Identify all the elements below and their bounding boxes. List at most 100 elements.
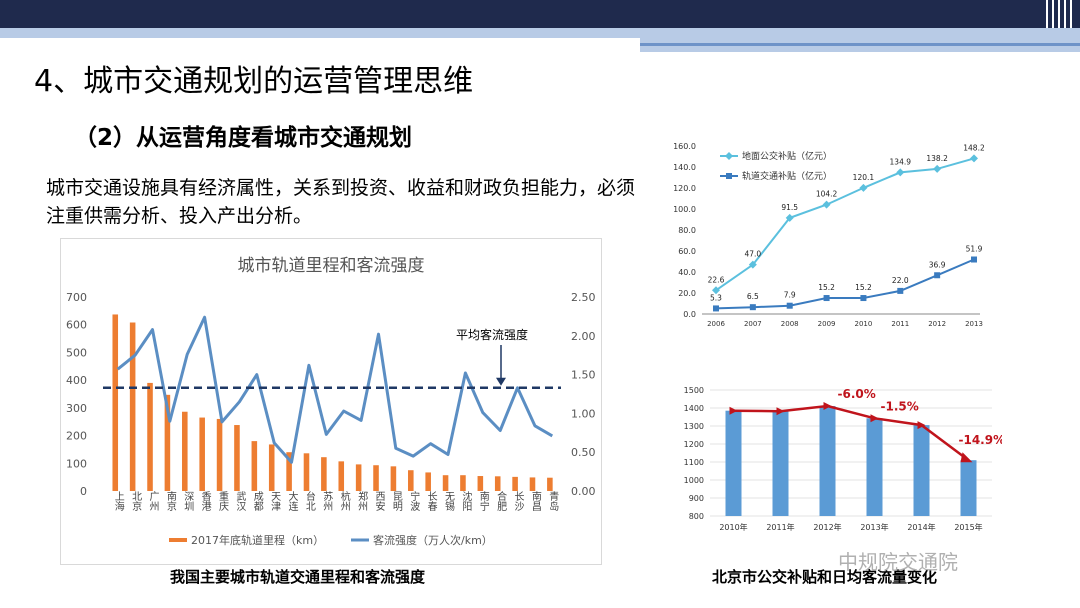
x-tick: 长沙 xyxy=(512,491,524,511)
bar-mileage xyxy=(164,394,171,491)
x-tick: 昆明 xyxy=(390,491,402,512)
trend-marker xyxy=(870,414,879,423)
x-tick: 2013 xyxy=(965,320,983,328)
x-tick: 武汉 xyxy=(234,490,246,512)
y-right-tick: 2.00 xyxy=(571,330,596,343)
bar-mileage xyxy=(494,476,501,491)
body-text: 城市交通设施具有经济属性，关系到投资、收益和财政负担能力，必须注重供需分析、投入… xyxy=(46,177,636,227)
x-tick: 南宁 xyxy=(477,490,489,511)
legend-mileage: 2017年底轨道里程（km） xyxy=(191,533,324,547)
bar-mileage xyxy=(442,475,449,491)
trend-marker xyxy=(823,402,832,411)
bar-mileage xyxy=(547,477,553,491)
y-tick: 1000 xyxy=(684,476,704,485)
value-label: 15.2 xyxy=(855,283,872,292)
bar-mileage xyxy=(477,476,484,491)
trend-marker xyxy=(917,421,926,430)
trend-line xyxy=(733,404,970,462)
x-tick: 2008 xyxy=(781,320,799,328)
marker-rail xyxy=(860,295,867,302)
x-tick: 杭州 xyxy=(338,490,350,511)
bar-mileage xyxy=(251,441,258,491)
bar-mileage xyxy=(286,452,292,491)
bar-mileage xyxy=(234,425,240,491)
bar-mileage xyxy=(460,475,466,491)
y-left-tick: 200 xyxy=(66,430,87,443)
y-tick: 1300 xyxy=(684,422,704,431)
value-label: 148.2 xyxy=(963,143,985,152)
y-tick: 1500 xyxy=(684,386,704,395)
x-tick: 广州 xyxy=(147,491,159,511)
y-tick: 120.0 xyxy=(673,184,696,193)
y-tick: 80.0 xyxy=(678,226,696,235)
bar-ridership xyxy=(866,418,883,516)
marker-rail xyxy=(713,305,719,312)
bar-mileage xyxy=(373,465,379,491)
marker-ground xyxy=(785,213,794,222)
chart-title: 城市轨道里程和客流强度 xyxy=(238,256,425,276)
bar-mileage xyxy=(529,477,536,491)
legend-ground: 地面公交补贴（亿元） xyxy=(742,150,832,162)
y-tick: 0.0 xyxy=(683,310,696,319)
bar-mileage xyxy=(425,472,431,491)
x-tick: 重庆 xyxy=(217,490,229,512)
marker-rail xyxy=(971,256,977,263)
annotation-2015: -14.9% xyxy=(959,433,1003,447)
watermark: 中规院交通院 xyxy=(838,550,958,574)
bar-ridership xyxy=(960,460,977,516)
x-tick: 2010 xyxy=(855,320,873,328)
series-line-1 xyxy=(715,258,975,310)
x-tick: 2011 xyxy=(891,320,909,328)
bar-mileage xyxy=(199,417,205,491)
x-tick: 南昌 xyxy=(529,490,541,512)
value-label: 47.0 xyxy=(745,250,762,259)
x-tick: 2012年 xyxy=(813,522,841,532)
x-tick: 天津 xyxy=(269,491,281,512)
bar-mileage xyxy=(338,461,345,491)
y-tick: 60.0 xyxy=(678,247,696,256)
y-left-tick: 100 xyxy=(66,457,87,470)
value-label: 120.1 xyxy=(853,173,875,182)
legend-rail-marker xyxy=(726,173,732,179)
bar-ridership xyxy=(725,410,742,516)
marker-rail xyxy=(934,272,941,279)
value-label: 51.9 xyxy=(966,245,983,254)
bar-mileage xyxy=(512,476,518,491)
slide-title: 4、城市交通规划的运营管理思维 xyxy=(34,64,474,99)
slide-subtitle: （2）从运营角度看城市交通规划 xyxy=(74,125,413,151)
average-pointer-head xyxy=(496,377,506,386)
x-tick: 2012 xyxy=(928,320,946,328)
x-tick: 合肥 xyxy=(495,490,507,512)
y-right-tick: 0.00 xyxy=(571,485,596,498)
y-tick: 140.0 xyxy=(673,163,696,172)
bar-ridership xyxy=(913,425,930,516)
marker-rail xyxy=(897,287,904,294)
y-tick: 900 xyxy=(689,494,704,503)
x-tick: 2015年 xyxy=(954,522,982,532)
value-label: 91.5 xyxy=(781,203,798,212)
x-tick: 2011年 xyxy=(766,522,794,532)
marker-ground xyxy=(822,200,831,209)
annotation-2014: -1.5% xyxy=(881,399,919,413)
bar-ridership xyxy=(772,411,789,516)
bar-mileage xyxy=(408,470,414,491)
series-line-0 xyxy=(715,157,975,292)
trend-marker xyxy=(729,406,738,415)
header-band xyxy=(0,28,1080,38)
value-label: 22.0 xyxy=(892,276,909,285)
ridership-chart: 800 900 1000 1100 1200 1300 1400 1500 2010年 2011年… xyxy=(684,386,1003,532)
x-tick: 郑州 xyxy=(356,490,368,511)
y-tick: 1200 xyxy=(684,440,704,449)
x-tick: 长春 xyxy=(425,491,437,512)
value-label: 5.3 xyxy=(710,293,722,302)
x-tick: 深圳 xyxy=(182,491,194,511)
x-tick: 2013年 xyxy=(860,522,888,532)
bar-mileage xyxy=(182,411,188,491)
x-tick: 2006 xyxy=(707,320,725,328)
value-label: 15.2 xyxy=(818,283,835,292)
rail-chart: 城市轨道里程和客流强度 0 100 200 300 400 500 600 700 0.00 0.5… xyxy=(66,256,596,547)
x-tick: 成都 xyxy=(251,491,263,512)
value-label: 138.2 xyxy=(926,154,948,163)
left-chart-caption: 我国主要城市轨道交通里程和客流强度 xyxy=(170,568,426,586)
average-label: 平均客流强度 xyxy=(456,327,528,342)
